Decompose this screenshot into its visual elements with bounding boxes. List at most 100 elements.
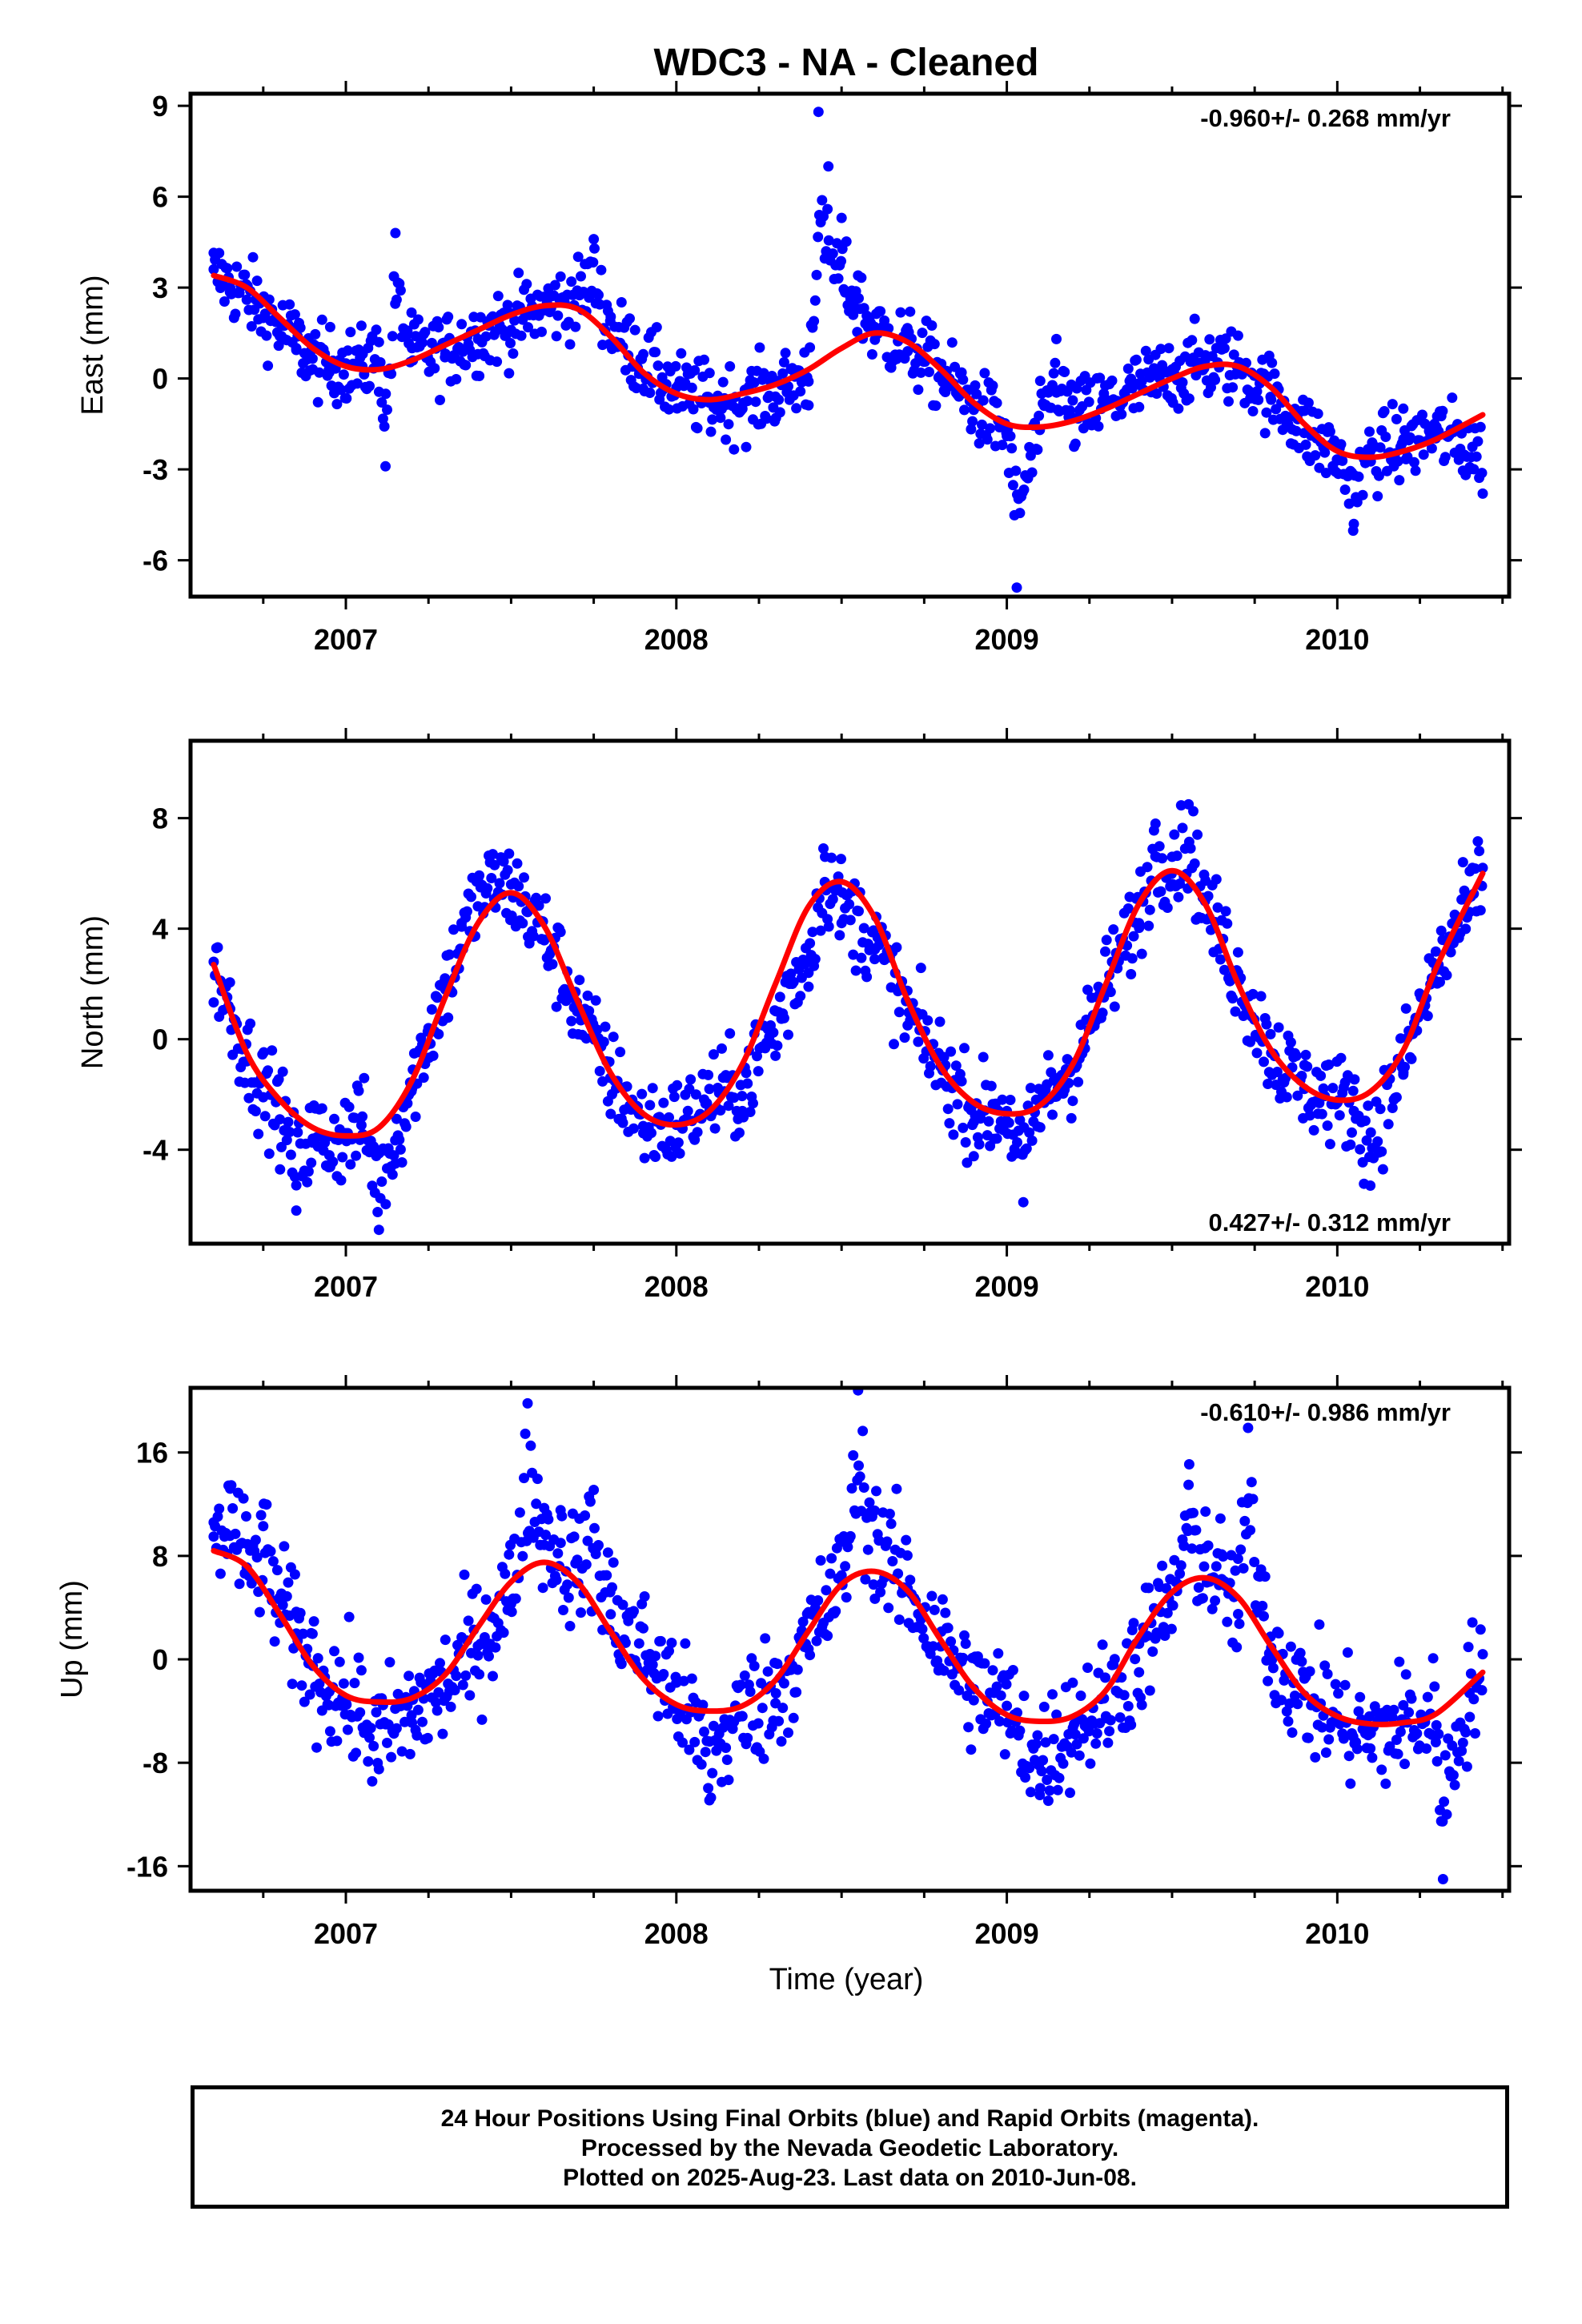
up-observation-point <box>1441 1809 1452 1820</box>
up-observation-point <box>1403 1707 1415 1718</box>
up-observation-point <box>1199 1542 1211 1554</box>
up-observation-point <box>1392 1748 1403 1759</box>
east-observation-point <box>1210 374 1221 385</box>
east-observation-point <box>803 376 814 387</box>
north-observation-point <box>303 1166 314 1177</box>
north-observation-point <box>433 1028 444 1039</box>
north-observation-point <box>291 1180 302 1191</box>
east-y-tick-label: 0 <box>152 363 168 396</box>
north-observation-point <box>1400 1003 1411 1014</box>
up-observation-point <box>991 1681 1002 1692</box>
up-observation-point <box>269 1636 280 1647</box>
east-observation-point <box>1051 333 1062 344</box>
east-observation-point <box>978 395 989 406</box>
east-observation-point <box>715 412 726 424</box>
north-observation-point <box>850 965 861 976</box>
north-observation-point <box>519 872 529 883</box>
east-observation-point <box>664 404 674 415</box>
east-observation-point <box>902 346 913 357</box>
east-observation-point <box>1410 465 1421 476</box>
up-observation-point <box>1210 1595 1221 1606</box>
east-observation-point <box>1002 431 1013 441</box>
up-observation-point <box>633 1638 644 1649</box>
north-observation-point <box>1255 991 1267 1002</box>
north-y-tick-label: 0 <box>152 1023 168 1056</box>
east-observation-point <box>214 247 225 259</box>
north-observation-point <box>1157 853 1168 864</box>
up-observation-point <box>753 1718 764 1729</box>
up-observation-point <box>1439 1796 1450 1807</box>
up-observation-point <box>460 1670 472 1681</box>
up-observation-point <box>275 1592 285 1602</box>
up-observation-point <box>885 1518 897 1530</box>
up-observation-point <box>1246 1477 1257 1488</box>
up-observation-point <box>1247 1494 1259 1505</box>
up-observation-point <box>1351 1743 1363 1755</box>
up-observation-point <box>721 1755 733 1765</box>
east-observation-point <box>1343 498 1355 509</box>
up-observation-point <box>451 1671 462 1682</box>
north-observation-point <box>1347 1085 1359 1096</box>
up-observation-point <box>225 1483 235 1494</box>
up-observation-point <box>391 1723 402 1734</box>
north-observation-point <box>1082 984 1093 995</box>
up-observation-point <box>1183 1459 1195 1470</box>
north-observation-point <box>734 1128 745 1138</box>
east-observation-point <box>323 367 335 378</box>
north-observation-point <box>708 1049 719 1060</box>
up-observation-point <box>960 1638 971 1649</box>
up-observation-point <box>1091 1728 1102 1739</box>
east-observation-point <box>688 404 699 415</box>
up-observation-cloud <box>208 1425 1488 1827</box>
up-observation-point <box>1207 1603 1218 1614</box>
east-observation-point <box>879 315 890 326</box>
east-observation-point <box>513 267 524 279</box>
up-observation-point <box>1122 1701 1134 1711</box>
east-y-tick-label: 3 <box>152 271 168 304</box>
up-observation-point <box>329 1646 339 1657</box>
north-observation-point <box>1109 1001 1120 1012</box>
up-observation-point <box>1025 1787 1036 1798</box>
east-observation-point <box>774 407 785 418</box>
north-observation-point <box>978 1051 989 1063</box>
up-observation-point <box>261 1499 272 1510</box>
up-observation-point <box>821 1585 832 1596</box>
up-observation-point <box>311 1742 322 1753</box>
east-x-tick-label: 2007 <box>314 623 378 656</box>
up-observation-point <box>1048 1734 1059 1745</box>
east-observation-point <box>1067 395 1078 406</box>
north-observation-point <box>899 1032 910 1043</box>
east-observation-point <box>391 294 402 305</box>
up-observation-point <box>893 1568 904 1579</box>
up-observation-point <box>267 1556 279 1567</box>
north-observation-point <box>644 1100 656 1111</box>
north-observation-point <box>1018 1196 1029 1208</box>
up-observation-point <box>1353 1706 1364 1717</box>
up-observation-point <box>772 1659 783 1670</box>
north-observation-point <box>395 1144 406 1155</box>
caption-line-3: Plotted on 2025-Aug-23. Last data on 201… <box>563 2165 1137 2191</box>
east-rate-label: -0.960+/- 0.268 mm/yr <box>1200 104 1451 132</box>
up-observation-point <box>826 1553 837 1564</box>
east-observation-point <box>505 324 516 336</box>
east-observation-point <box>331 399 343 410</box>
up-observation-point <box>299 1696 310 1707</box>
east-observation-point <box>312 396 323 408</box>
north-observation-point <box>1126 953 1138 964</box>
east-observation-point <box>827 248 838 259</box>
north-observation-point <box>848 949 859 960</box>
north-observation-point <box>540 893 551 904</box>
north-observation-point <box>275 1114 285 1125</box>
up-observation-point <box>582 1535 593 1546</box>
up-observation-point <box>1126 1719 1137 1731</box>
up-observation-point <box>504 1549 515 1560</box>
up-observation-point <box>295 1607 306 1618</box>
up-observation-point <box>1406 1693 1417 1704</box>
east-observation-point <box>588 257 599 268</box>
east-observation-point <box>474 371 485 381</box>
north-observation-point <box>1100 946 1110 957</box>
up-observation-point <box>1067 1677 1078 1688</box>
up-observation-point <box>942 1622 954 1634</box>
north-observation-point <box>1435 925 1447 936</box>
up-observation-point <box>1400 1669 1411 1680</box>
